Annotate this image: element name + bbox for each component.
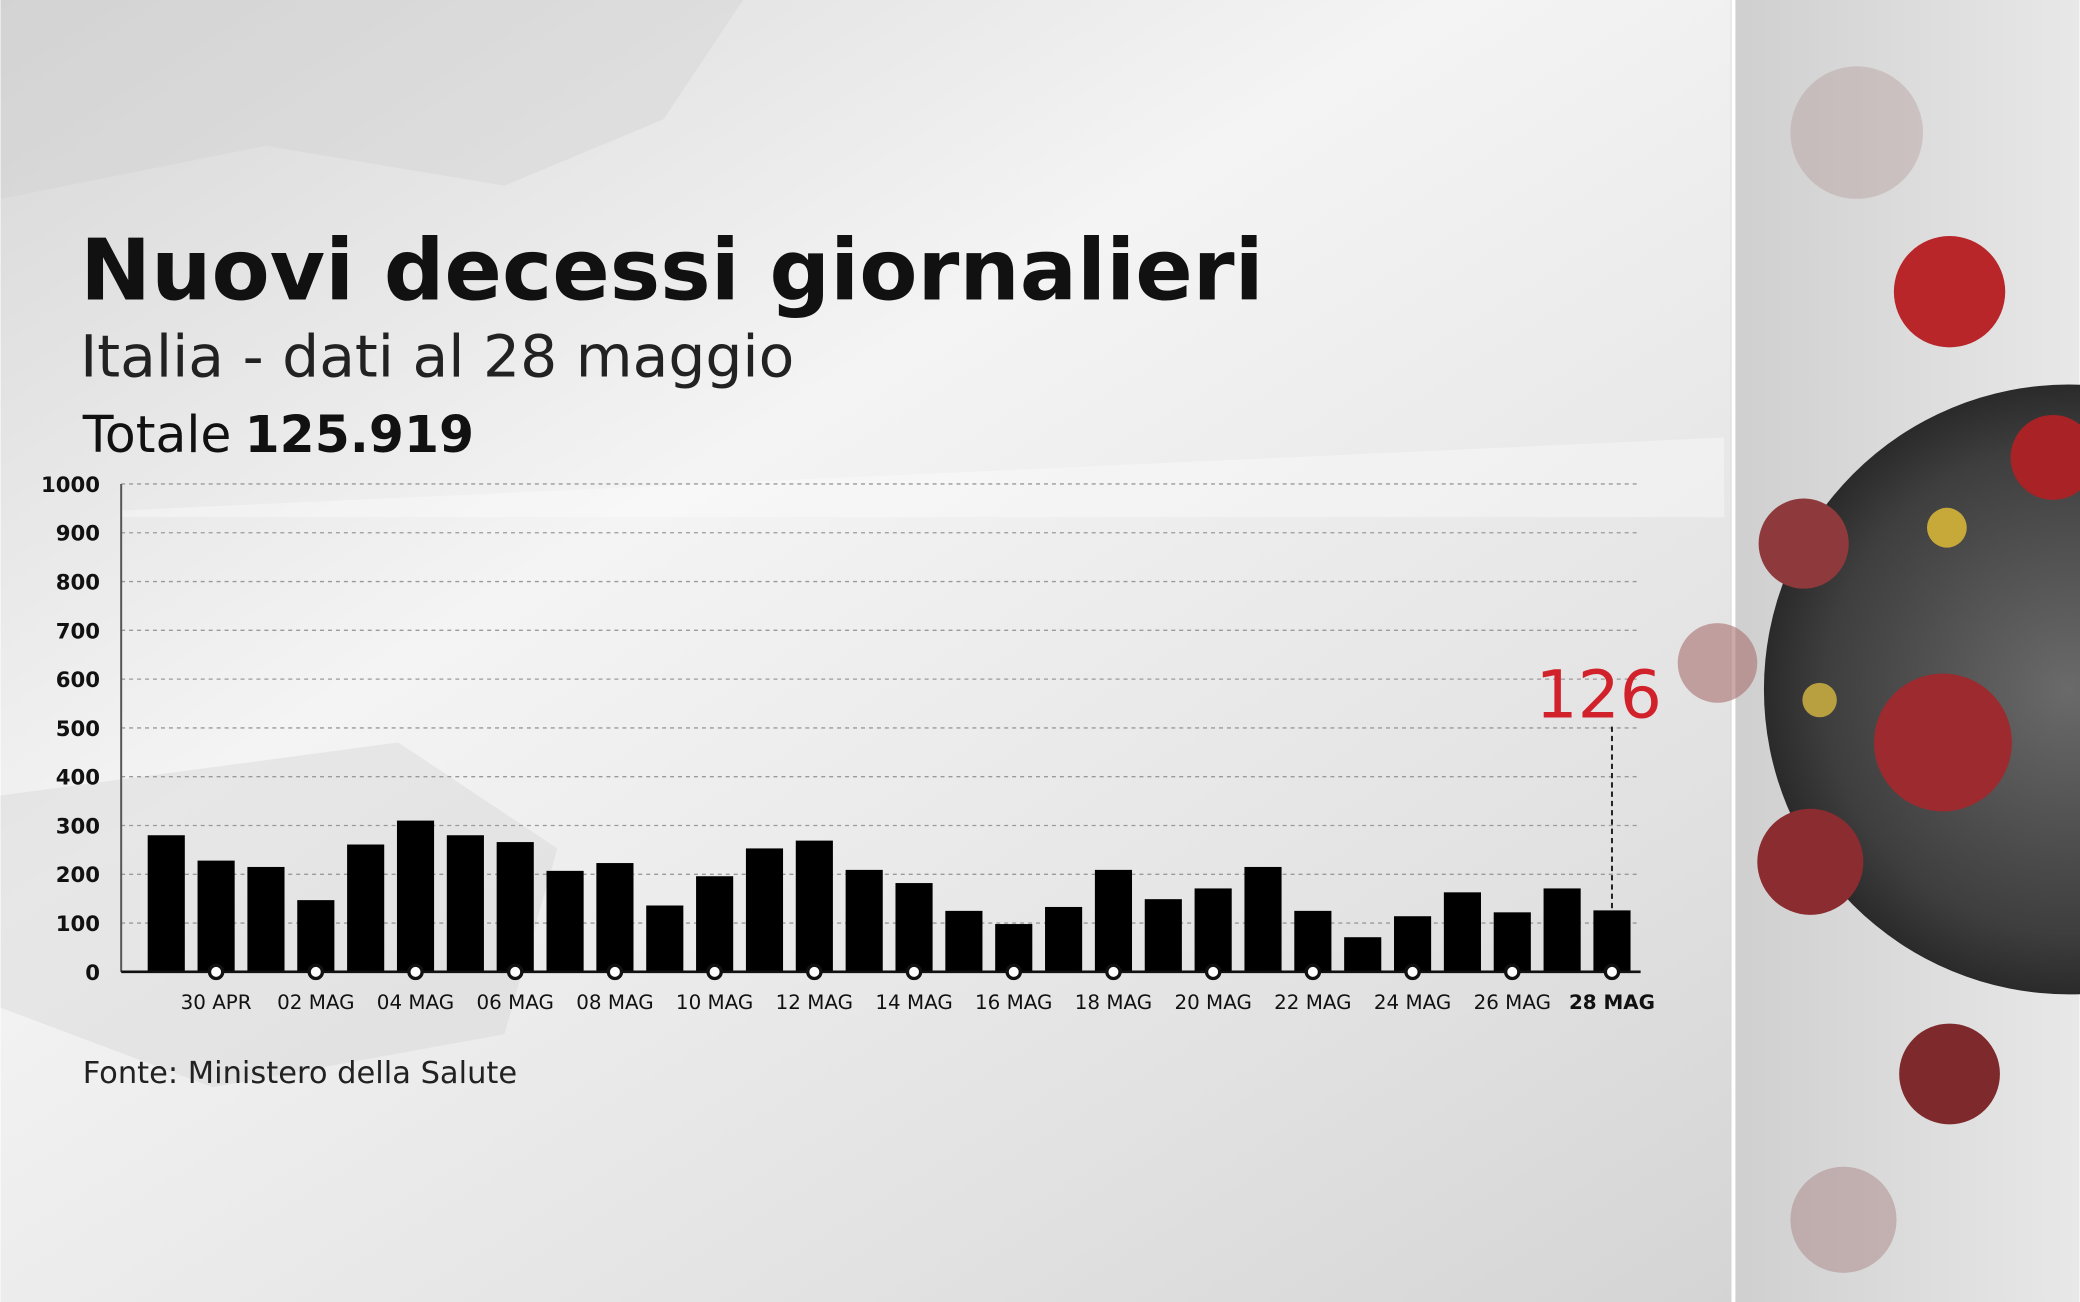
y-tick-label: 1000 xyxy=(41,473,100,498)
x-tick-label: 14 MAG xyxy=(875,991,952,1014)
bar xyxy=(147,835,185,972)
x-tick-dot xyxy=(207,963,225,981)
x-tick-dot xyxy=(606,963,624,981)
bar xyxy=(347,844,385,972)
x-tick-label: 22 MAG xyxy=(1274,991,1351,1014)
y-tick-label: 600 xyxy=(56,668,100,693)
spike xyxy=(2010,415,2080,500)
x-tick-label: 24 MAG xyxy=(1374,991,1451,1014)
bar xyxy=(1543,888,1581,972)
spike xyxy=(1873,673,2012,812)
bar xyxy=(1493,912,1531,972)
source: Fonte: Ministero della Salute xyxy=(83,1056,517,1091)
y-tick-label: 0 xyxy=(85,961,100,986)
bar xyxy=(696,876,734,972)
x-tick-label: 30 APR xyxy=(181,991,252,1014)
y-tick-label: 700 xyxy=(56,619,100,644)
y-tick-label: 800 xyxy=(56,570,100,595)
x-tick-dot xyxy=(1603,963,1621,981)
bar xyxy=(1194,888,1232,972)
x-tick-label: 10 MAG xyxy=(676,991,753,1014)
map-shape xyxy=(0,0,744,199)
spike xyxy=(1790,66,1924,199)
x-tick-dot xyxy=(1105,963,1122,981)
x-tick-dot xyxy=(307,963,325,981)
x-tick-label: 08 MAG xyxy=(576,991,653,1014)
x-tick-label: 12 MAG xyxy=(776,991,853,1014)
value-label: 126 xyxy=(1535,655,1662,733)
x-tick-label: 26 MAG xyxy=(1474,991,1551,1014)
spike xyxy=(1927,507,1967,548)
y-tick-label: 400 xyxy=(56,766,100,791)
bar xyxy=(496,842,534,972)
bar xyxy=(546,870,584,972)
bar xyxy=(646,905,684,972)
bar xyxy=(1094,869,1133,972)
x-tick-dot xyxy=(1204,963,1222,981)
spike xyxy=(1802,682,1837,718)
bar xyxy=(1344,937,1382,972)
x-tick-dot xyxy=(806,963,823,981)
spike xyxy=(1893,236,2006,348)
bar xyxy=(1443,892,1481,972)
y-tick-label: 300 xyxy=(56,814,100,839)
bar xyxy=(745,848,784,972)
bar xyxy=(795,840,833,972)
x-tick-dot xyxy=(407,963,424,981)
bar xyxy=(1045,906,1083,972)
spike xyxy=(1899,1023,2000,1125)
x-tick-label: 18 MAG xyxy=(1075,991,1152,1014)
bar xyxy=(197,860,235,972)
x-tick-dot xyxy=(1503,963,1521,981)
spike xyxy=(1757,808,1864,915)
x-tick-dot xyxy=(706,963,723,981)
x-tick-label: 02 MAG xyxy=(277,991,354,1014)
y-tick-label: 100 xyxy=(56,912,100,937)
x-tick-dot xyxy=(1304,963,1322,981)
chart-subtitle: Italia - dati al 28 maggio xyxy=(80,323,794,391)
x-tick-label: 16 MAG xyxy=(975,991,1052,1014)
bar xyxy=(596,863,634,972)
bar xyxy=(1294,910,1332,972)
x-tick-label: 28 MAG xyxy=(1569,991,1655,1014)
bar xyxy=(1593,910,1631,972)
bar xyxy=(1244,866,1282,972)
bar xyxy=(895,883,933,972)
total-label: Totale xyxy=(82,405,232,464)
spike xyxy=(1790,1166,1897,1273)
x-tick-label: 20 MAG xyxy=(1174,991,1251,1014)
bar xyxy=(396,820,435,972)
spike xyxy=(1758,498,1849,589)
y-tick-label: 200 xyxy=(56,863,100,888)
x-tick-dot xyxy=(905,963,923,981)
bar xyxy=(1144,899,1182,972)
virus-panel xyxy=(1677,0,2080,1302)
bar xyxy=(446,835,484,972)
x-tick-label: 04 MAG xyxy=(377,991,454,1014)
x-tick-dot xyxy=(1005,963,1023,981)
y-tick-label: 900 xyxy=(56,522,100,547)
bar xyxy=(945,910,983,972)
bar xyxy=(845,869,883,972)
y-tick-label: 500 xyxy=(56,717,100,742)
bar xyxy=(1394,916,1432,972)
x-tick-dot xyxy=(506,963,524,981)
spike xyxy=(1677,623,1758,703)
bar xyxy=(247,866,285,972)
total-value: 125.919 xyxy=(245,405,474,464)
bar xyxy=(297,900,335,972)
x-tick-dot xyxy=(1404,963,1421,981)
total: Totale 125.919 xyxy=(82,405,474,464)
x-tick-label: 06 MAG xyxy=(477,991,554,1014)
light-band xyxy=(121,437,1725,518)
chart-title: Nuovi decessi giornalieri xyxy=(80,222,1264,321)
